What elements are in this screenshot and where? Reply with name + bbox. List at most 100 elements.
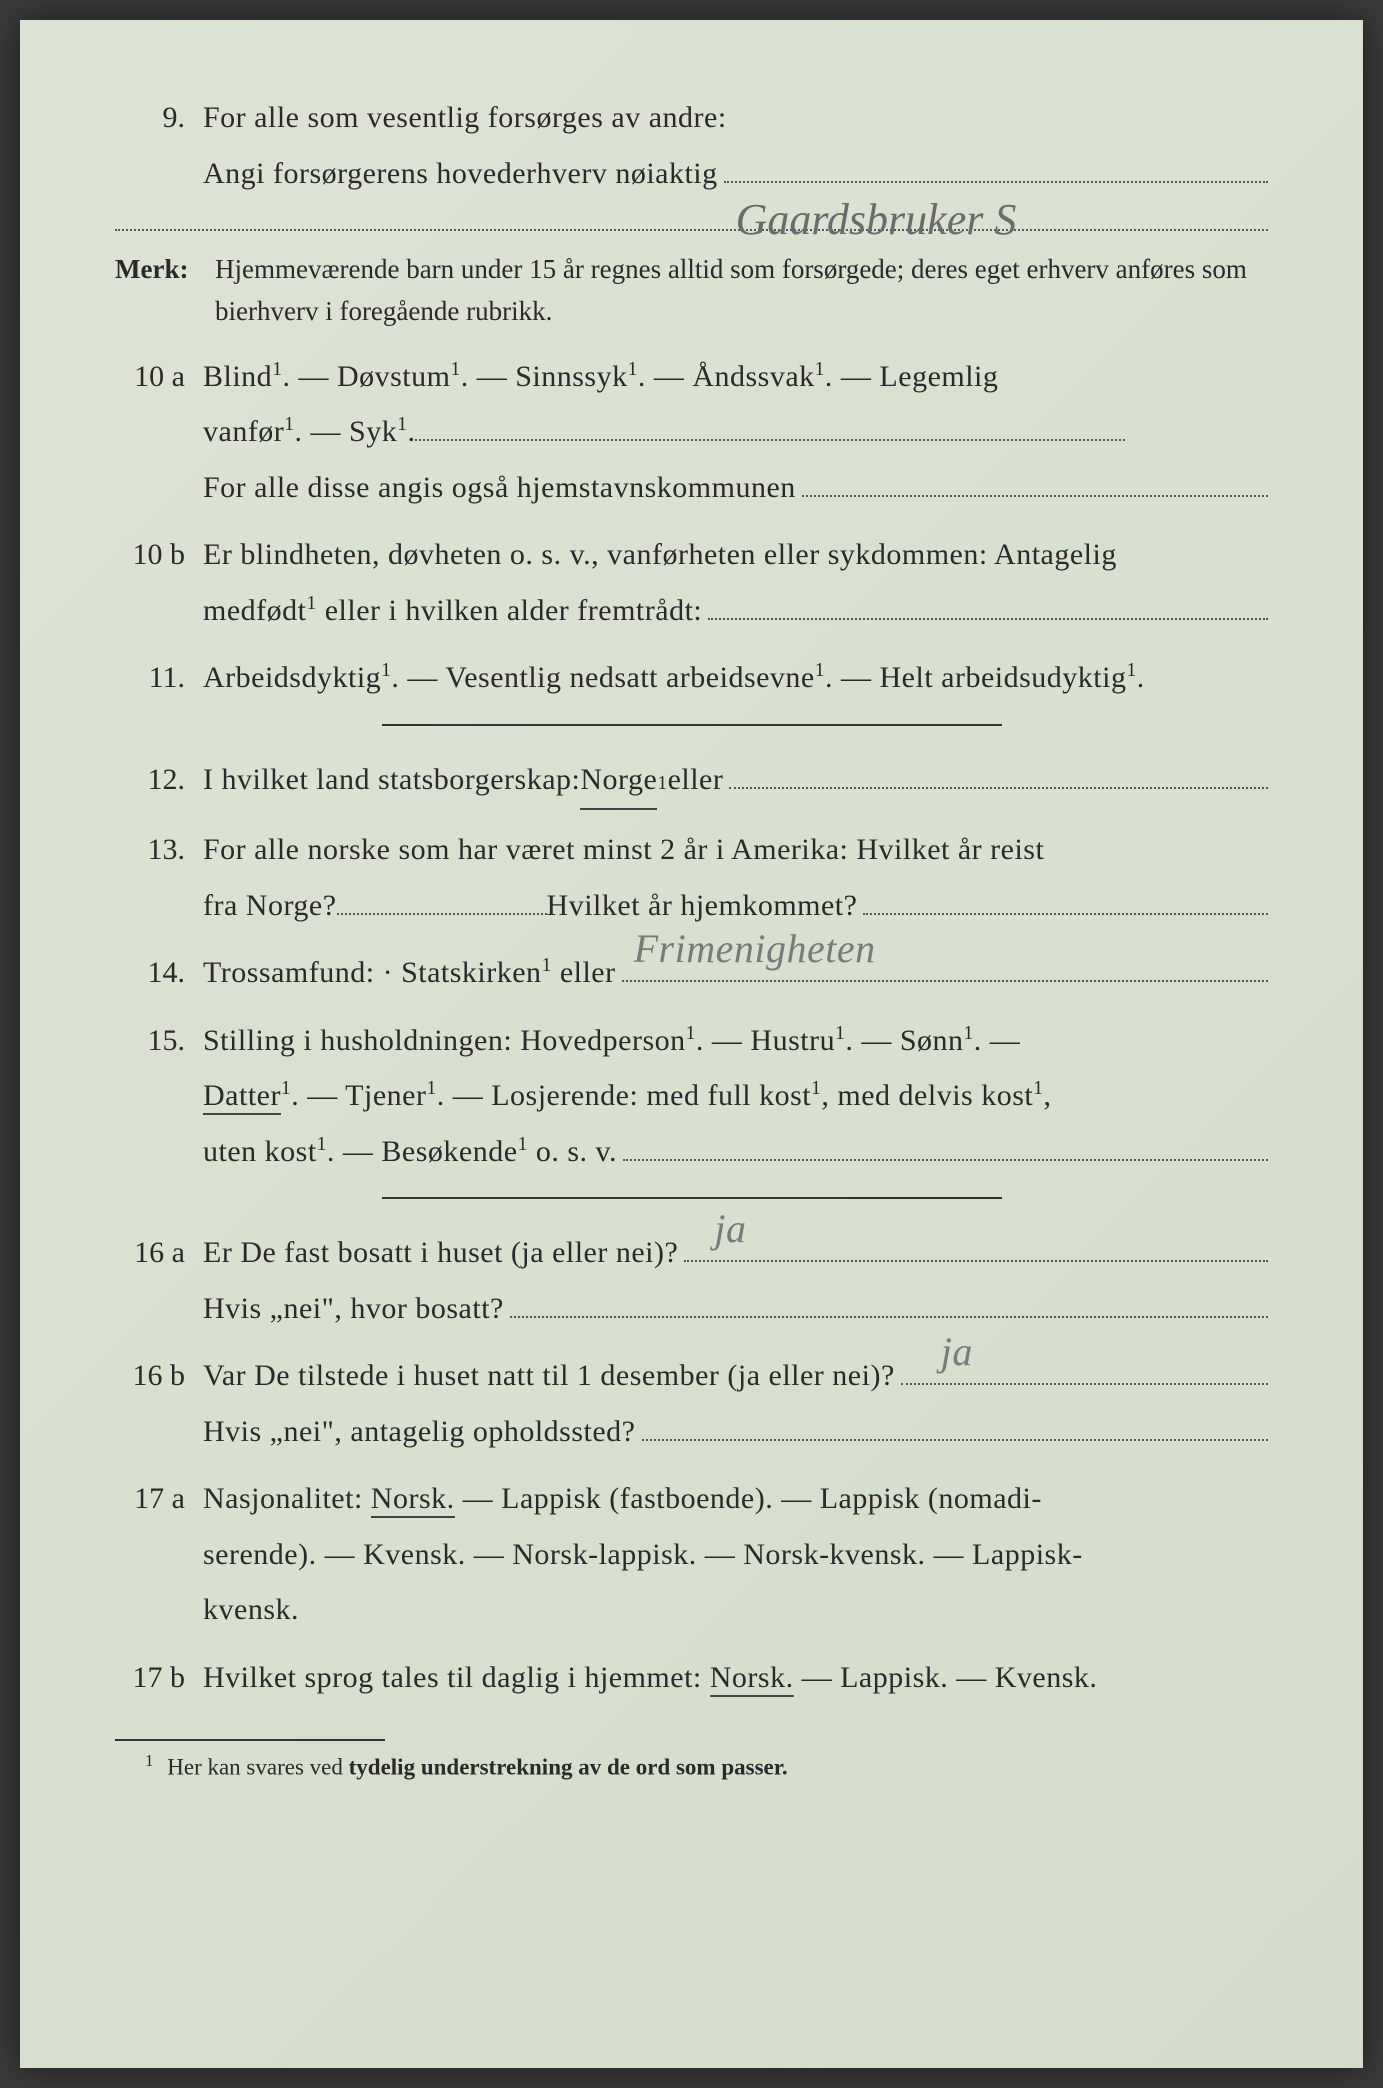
- question-17a: 17 a Nasjonalitet: Norsk. — Lappisk (fas…: [115, 1471, 1268, 1638]
- q15-l1p3: . —: [974, 1024, 1021, 1057]
- q15-line1: Stilling i husholdningen: Hovedperson1. …: [203, 1013, 1268, 1069]
- q17a-norsk-underlined: Norsk.: [371, 1482, 455, 1518]
- q16b-line2: Hvis „nei", antagelig opholdssted?: [203, 1404, 1268, 1460]
- q15-datter-underlined: Datter: [203, 1079, 281, 1115]
- q14-suffix: eller: [552, 956, 616, 989]
- q10a-opt-blind: Blind: [203, 360, 272, 393]
- question-15: 15. Stilling i husholdningen: Hovedperso…: [115, 1013, 1268, 1180]
- q15-l2p2: , med delvis kost: [821, 1079, 1033, 1112]
- q10a-opt-dovstum: . — Døvstum: [282, 360, 450, 393]
- divider-after-q11: [382, 724, 1002, 726]
- q17b-label: Hvilket sprog tales til daglig i hjemmet…: [203, 1661, 710, 1694]
- q10b-number: 10 b: [115, 527, 203, 583]
- q10a-opt-andssvak: . — Åndssvak: [638, 360, 815, 393]
- q10a-content: Blind1. — Døvstum1. — Sinnssyk1. — Åndss…: [203, 349, 1268, 516]
- q13-line2a: fra Norge?: [203, 878, 337, 934]
- question-9: 9. For alle som vesentlig forsørges av a…: [115, 90, 1268, 201]
- q10a-line2: vanfør1. — Syk1.: [203, 404, 1268, 460]
- q10a-opt-vanfor: vanfør: [203, 415, 284, 448]
- q15-l2p3: ,: [1043, 1079, 1051, 1112]
- q10b-line2-label: medfødt1 eller i hvilken alder fremtrådt…: [203, 583, 702, 639]
- q16a-line1: Er De fast bosatt i huset (ja eller nei)…: [203, 1225, 1268, 1281]
- q14-content: Trossamfund: · Statskirken1 eller Frimen…: [203, 945, 1268, 1001]
- q16a-hw-ja: ja: [714, 1192, 746, 1266]
- q16b-content: Var De tilstede i huset natt til 1 desem…: [203, 1348, 1268, 1459]
- question-17b: 17 b Hvilket sprog tales til daglig i hj…: [115, 1650, 1268, 1706]
- q11-opt2: . — Vesentlig nedsatt arbeidsevne: [391, 661, 814, 694]
- q11-opt3: . — Helt arbeidsudyktig: [825, 661, 1126, 694]
- q16b-line1-label: Var De tilstede i huset natt til 1 desem…: [203, 1348, 895, 1404]
- merk-label: Merk:: [115, 249, 215, 291]
- footnote: 1 Her kan svares ved tydelig understrekn…: [145, 1751, 1268, 1781]
- q14-handwritten-answer: Frimenigheten: [634, 912, 876, 986]
- census-form-page: 9. For alle som vesentlig forsørges av a…: [20, 20, 1363, 2068]
- q15-l1p1: . — Hustru: [696, 1024, 835, 1057]
- q17a-l1a: Nasjonalitet:: [203, 1482, 371, 1515]
- q10a-line3-label: For alle disse angis også hjemstavnskomm…: [203, 460, 796, 516]
- q15-l3p0: uten kost: [203, 1135, 317, 1168]
- question-10b: 10 b Er blindheten, døvheten o. s. v., v…: [115, 527, 1268, 638]
- q17a-content: Nasjonalitet: Norsk. — Lappisk (fastboen…: [203, 1471, 1268, 1638]
- q10a-opt-sinnssyk: . — Sinnssyk: [461, 360, 628, 393]
- q13-fill2: [863, 913, 1268, 915]
- divider-after-q15: [382, 1197, 1002, 1199]
- q16b-hw-ja: ja: [941, 1315, 973, 1389]
- q11-opt1: Arbeidsdyktig: [203, 661, 381, 694]
- footnote-num: 1: [145, 1751, 154, 1770]
- question-12: 12. I hvilket land statsborgerskap: Norg…: [115, 752, 1268, 811]
- q12-number: 12.: [115, 752, 203, 808]
- q16a-fill2: [510, 1316, 1268, 1318]
- question-10a: 10 a Blind1. — Døvstum1. — Sinnssyk1. — …: [115, 349, 1268, 516]
- q15-line3: uten kost1. — Besøkende1 o. s. v.: [203, 1124, 1268, 1180]
- footnote-divider: [115, 1739, 385, 1741]
- q14-number: 14.: [115, 945, 203, 1001]
- q9-handwritten-answer: Gaardsbruker S: [736, 179, 1017, 187]
- q13-fill1: [337, 913, 547, 915]
- q9-number: 9.: [115, 90, 203, 146]
- q15-l1p2: . — Sønn: [845, 1024, 963, 1057]
- question-14: 14. Trossamfund: · Statskirken1 eller Fr…: [115, 945, 1268, 1001]
- q16b-line1: Var De tilstede i huset natt til 1 desem…: [203, 1348, 1268, 1404]
- q10b-line2: medfødt1 eller i hvilken alder fremtrådt…: [203, 583, 1268, 639]
- question-16b: 16 b Var De tilstede i huset natt til 1 …: [115, 1348, 1268, 1459]
- q10a-dot: .: [407, 415, 415, 448]
- q10a-number: 10 a: [115, 349, 203, 405]
- q9-line2-label: Angi forsørgerens hovederhverv nøiaktig: [203, 146, 718, 202]
- q10b-line2-fill: [708, 618, 1268, 620]
- question-16a: 16 a Er De fast bosatt i huset (ja eller…: [115, 1225, 1268, 1336]
- q15-l3p2: o. s. v.: [528, 1135, 617, 1168]
- q12-norge-underlined: Norge: [580, 752, 657, 811]
- q10a-line3: For alle disse angis også hjemstavnskomm…: [203, 460, 1268, 516]
- q17a-l1b: — Lappisk (fastboende). — Lappisk (nomad…: [455, 1482, 1042, 1515]
- q13-number: 13.: [115, 822, 203, 878]
- q16b-line2-label: Hvis „nei", antagelig opholdssted?: [203, 1404, 636, 1460]
- q11-dot: .: [1137, 661, 1145, 694]
- q15-l3: uten kost1. — Besøkende1 o. s. v.: [203, 1124, 617, 1180]
- q9-line2: Angi forsørgerens hovederhverv nøiaktig …: [203, 146, 1268, 202]
- question-11: 11. Arbeidsdyktig1. — Vesentlig nedsatt …: [115, 650, 1268, 706]
- q17b-number: 17 b: [115, 1650, 203, 1706]
- q9-answer-line: Gaardsbruker S: [724, 181, 1268, 183]
- q15-l1p0: Stilling i husholdningen: Hovedperson: [203, 1024, 686, 1057]
- q15-content: Stilling i husholdningen: Hovedperson1. …: [203, 1013, 1268, 1180]
- q14-fill: Frimenigheten: [622, 980, 1268, 982]
- q10a-line2-fill: [415, 439, 1125, 441]
- q17a-line1: Nasjonalitet: Norsk. — Lappisk (fastboen…: [203, 1471, 1268, 1527]
- q9-line1: For alle som vesentlig forsørges av andr…: [203, 90, 1268, 146]
- q15-l2p0: . — Tjener: [291, 1079, 426, 1112]
- q14-label-text: Trossamfund: · Statskirken: [203, 956, 542, 989]
- q10b-content: Er blindheten, døvheten o. s. v., vanfør…: [203, 527, 1268, 638]
- q12-label: I hvilket land statsborgerskap:: [203, 752, 580, 808]
- q15-line2: Datter1. — Tjener1. — Losjerende: med fu…: [203, 1068, 1268, 1124]
- footnote-text-b: tydelig understrekning av de ord som pas…: [349, 1755, 788, 1780]
- q15-fill: [623, 1159, 1268, 1161]
- q10a-line1: Blind1. — Døvstum1. — Sinnssyk1. — Åndss…: [203, 349, 1268, 405]
- merk-note: Merk: Hjemmeværende barn under 15 år reg…: [115, 249, 1268, 333]
- q11-content: Arbeidsdyktig1. — Vesentlig nedsatt arbe…: [203, 650, 1268, 706]
- q12-fill: [729, 787, 1268, 789]
- q16a-line2-label: Hvis „nei", hvor bosatt?: [203, 1281, 504, 1337]
- q16b-number: 16 b: [115, 1348, 203, 1404]
- divider-after-q9: [115, 229, 1268, 231]
- q10b-line1: Er blindheten, døvheten o. s. v., vanfør…: [203, 527, 1268, 583]
- q15-l2p1: . — Losjerende: med full kost: [437, 1079, 811, 1112]
